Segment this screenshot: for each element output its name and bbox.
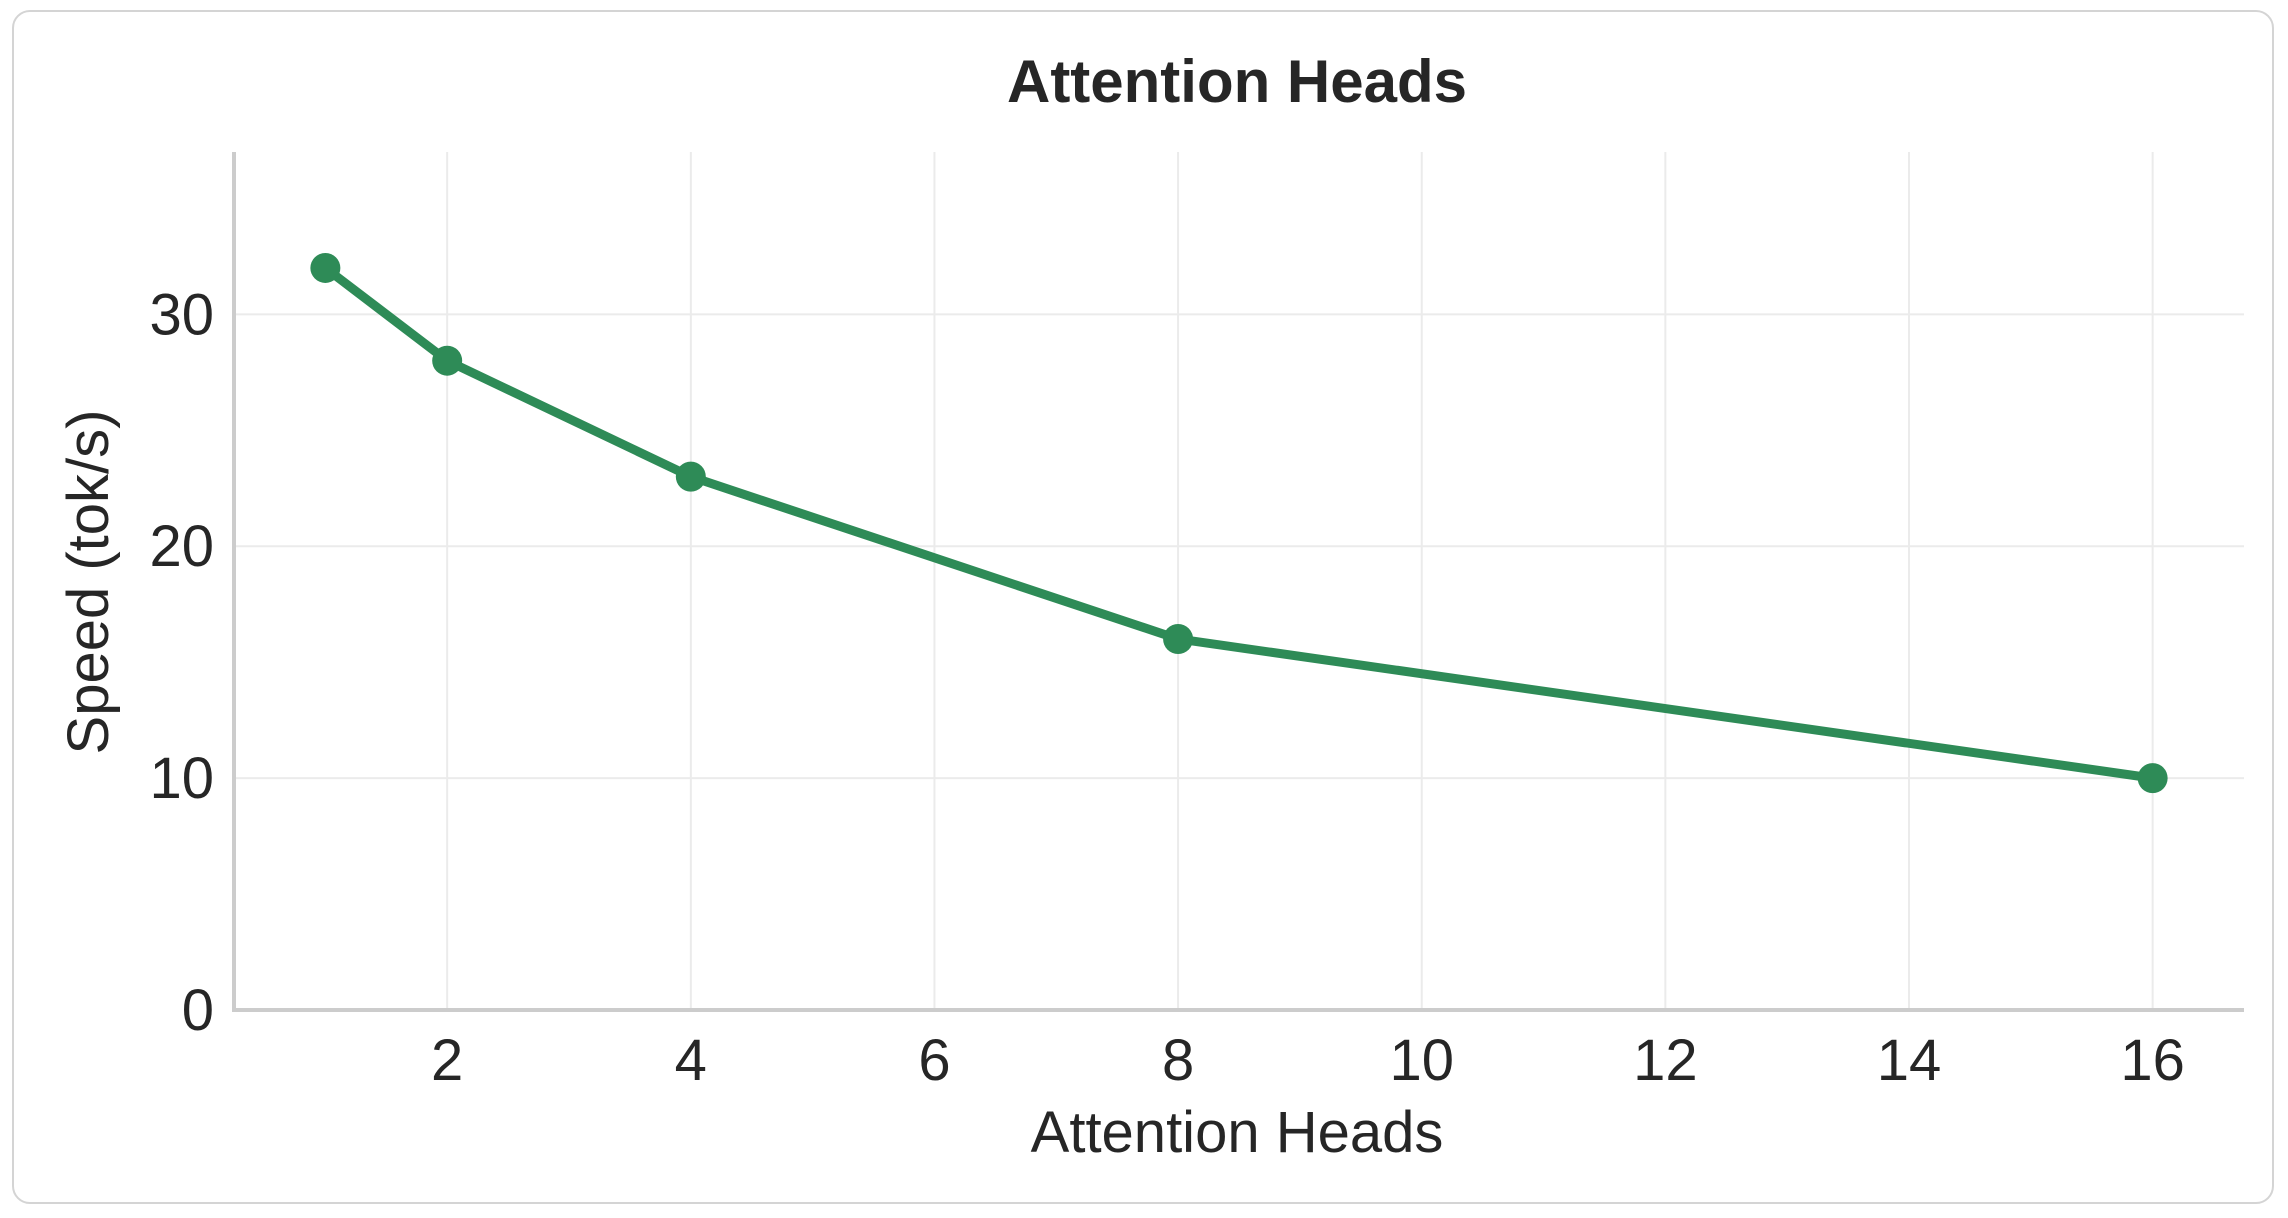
data-point[interactable] — [1163, 623, 1194, 654]
data-point[interactable] — [2137, 763, 2168, 794]
x-tick-label: 2 — [431, 1028, 463, 1093]
data-point[interactable] — [310, 252, 341, 283]
x-tick-label: 8 — [1162, 1028, 1194, 1093]
chart-title: Attention Heads — [1007, 48, 1467, 115]
chart-card — [12, 10, 2274, 1204]
data-point[interactable] — [675, 461, 706, 492]
data-point[interactable] — [432, 345, 463, 376]
x-tick-label: 4 — [675, 1028, 707, 1093]
y-tick-labels: 0 10 20 30 — [149, 282, 214, 1043]
series-line — [320, 263, 2158, 783]
x-tick-label: 6 — [918, 1028, 950, 1093]
y-tick-label: 0 — [182, 978, 214, 1043]
x-tick-label: 16 — [2120, 1028, 2185, 1093]
x-tick-label: 14 — [1877, 1028, 1942, 1093]
series — [310, 252, 2168, 794]
y-axis-label: Speed (tok/s) — [56, 410, 121, 755]
x-axis-label: Attention Heads — [1031, 1100, 1444, 1165]
y-tick-label: 20 — [149, 514, 214, 579]
x-tick-label: 12 — [1633, 1028, 1698, 1093]
grid — [234, 152, 2244, 1010]
x-tick-label: 10 — [1389, 1028, 1454, 1093]
axes — [232, 152, 2244, 1012]
y-tick-label: 30 — [149, 282, 214, 347]
x-tick-labels: 2 4 6 8 10 12 14 16 — [431, 1028, 2185, 1093]
y-tick-label: 10 — [149, 746, 214, 811]
